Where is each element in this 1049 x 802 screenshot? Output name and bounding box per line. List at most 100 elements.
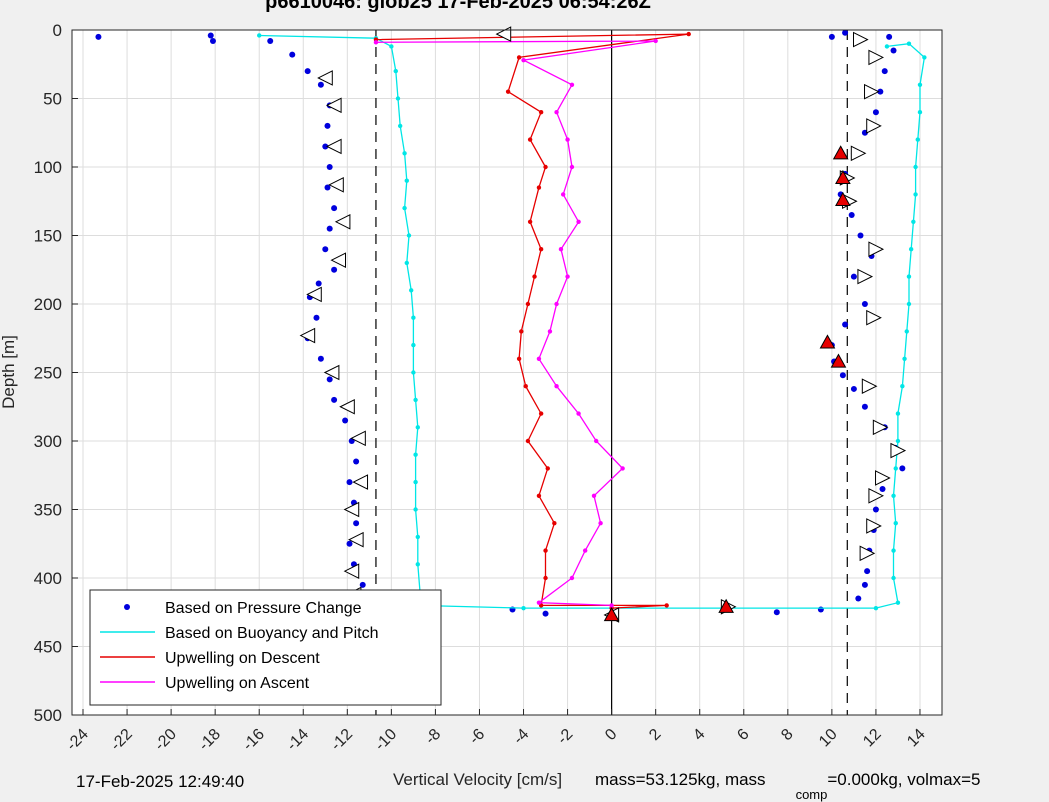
pressure-point	[353, 458, 360, 465]
pressure-point	[353, 520, 360, 527]
series-point	[525, 301, 531, 307]
descent-marker	[343, 501, 360, 518]
red-marker	[603, 606, 620, 622]
pressure-point	[359, 581, 366, 588]
series-point	[906, 274, 912, 279]
series-point	[895, 600, 901, 605]
series-point	[373, 40, 379, 45]
series-point	[521, 57, 526, 63]
pressure-point	[879, 485, 886, 492]
series-point	[917, 82, 923, 88]
series-point	[565, 137, 570, 142]
series-point	[891, 575, 896, 581]
y-tick-label: 200	[34, 295, 62, 314]
ascent-marker	[875, 470, 891, 486]
series-point	[397, 123, 403, 129]
pressure-point	[890, 47, 897, 54]
series-point	[395, 96, 401, 101]
pressure-point	[773, 609, 780, 616]
y-tick-label: 300	[34, 432, 62, 451]
pressure-point	[886, 33, 893, 40]
series-point	[527, 137, 533, 142]
series-point	[389, 44, 394, 49]
pressure-point	[95, 33, 102, 40]
series-point	[686, 31, 691, 37]
red-marker	[835, 191, 851, 206]
series-point	[906, 41, 912, 46]
descent-marker	[348, 531, 364, 548]
series-point	[402, 205, 407, 211]
series-point	[413, 452, 418, 457]
pressure-point	[881, 68, 888, 75]
x-tick-label: -24	[63, 726, 91, 754]
descent-marker	[339, 398, 355, 415]
ascent-marker	[890, 442, 907, 459]
series-point	[543, 164, 548, 170]
series-point	[913, 192, 918, 197]
y-tick-label: 250	[34, 364, 62, 383]
series-point	[908, 247, 914, 252]
series-point	[664, 603, 669, 608]
pressure-point	[877, 88, 884, 95]
red-marker	[819, 334, 836, 349]
ballast-info-part2: =0.000kg, volmax=5	[827, 770, 981, 789]
series-point	[591, 493, 597, 498]
ballast-info: mass=53.125kg, mass comp=0.000kg, volmax=…	[595, 770, 981, 802]
x-tick-label: 10	[816, 726, 841, 751]
x-tick-label: 8	[778, 726, 796, 744]
ascent-marker	[868, 487, 885, 504]
pressure-point	[326, 376, 333, 383]
pressure-point	[331, 396, 338, 403]
series-point	[545, 466, 550, 471]
legend-box	[89, 589, 442, 706]
x-tick-label: -16	[240, 726, 268, 754]
pressure-point	[861, 301, 868, 307]
ascent-marker	[866, 118, 882, 134]
pressure-point	[839, 372, 846, 379]
series-point	[411, 370, 416, 375]
pressure-point	[324, 122, 331, 129]
series-point	[900, 384, 905, 389]
series-point	[558, 247, 564, 252]
descent-marker	[334, 213, 351, 230]
series-point	[411, 342, 416, 348]
series-point	[913, 164, 918, 170]
series-point	[521, 605, 526, 611]
pressure-point	[857, 232, 864, 239]
ascent-marker	[857, 268, 874, 285]
pressure-point	[326, 225, 333, 232]
ascent-marker	[861, 378, 878, 395]
series-point	[415, 425, 420, 430]
red-marker	[832, 145, 849, 160]
legend: Based on Pressure Change Based on Buoyanc…	[89, 589, 442, 706]
grid-lines	[72, 29, 942, 716]
ascent-marker	[864, 83, 880, 100]
y-tick-label: 100	[34, 158, 62, 177]
series-point	[505, 89, 511, 94]
pressure-point	[346, 540, 353, 547]
series-point	[902, 356, 907, 361]
series-point	[554, 384, 559, 389]
descent-marker	[343, 563, 360, 579]
series-point	[598, 521, 603, 526]
legend-label: Based on Buoyancy and Pitch	[165, 625, 378, 642]
legend-label: Upwelling on Descent	[165, 650, 320, 667]
legend-swatch	[124, 604, 130, 610]
series-point	[404, 178, 409, 183]
x-tick-label: 14	[904, 726, 929, 751]
series-point	[904, 329, 909, 334]
series-point	[406, 233, 412, 238]
series-point	[576, 219, 581, 224]
pressure-point	[324, 184, 331, 191]
series-point	[893, 466, 898, 471]
pressure-point	[289, 51, 296, 58]
x-tick-label: 12	[860, 726, 885, 751]
series-point	[413, 397, 418, 403]
series-point	[523, 384, 528, 389]
series-point	[408, 288, 414, 293]
series-point	[527, 219, 533, 224]
pressure-point	[315, 280, 322, 287]
pressure-point	[317, 81, 324, 88]
legend-label: Based on Pressure Change	[165, 600, 362, 617]
pressure-point	[342, 417, 349, 424]
